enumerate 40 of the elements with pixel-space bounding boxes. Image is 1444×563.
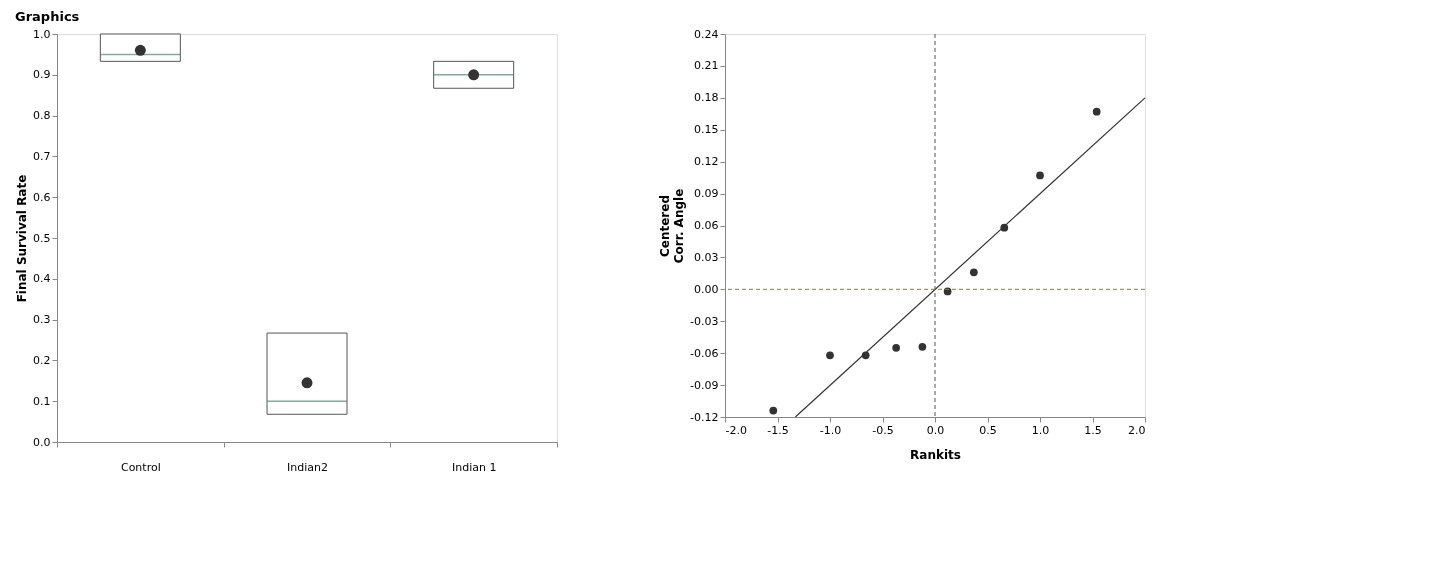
y-tick-label: 0.5 <box>33 231 51 245</box>
y-tick-label: -0.09 <box>690 378 719 392</box>
x-tick-label: Indian2 <box>287 460 328 474</box>
y-tick-label: 0.15 <box>694 123 719 137</box>
x-tick-label: 1.5 <box>1084 423 1102 437</box>
y-tick-label: 0.7 <box>33 149 51 163</box>
x-tick-label: -0.5 <box>872 423 894 437</box>
y-tick-label: 0.06 <box>694 219 719 232</box>
y-tick-label: 0.1 <box>33 394 51 408</box>
x-tick-label: 1.0 <box>1031 423 1050 437</box>
y-tick-label: 0.0 <box>33 435 51 449</box>
y-axis-title: Final Survival Rate <box>15 174 30 303</box>
x-tick-label: 2.0 <box>1128 423 1146 437</box>
y-tick-label: 0.9 <box>33 68 51 82</box>
y-tick-label: 0.03 <box>694 250 719 264</box>
y-tick-label: 1.0 <box>33 27 51 41</box>
x-tick-label: 0.0 <box>926 423 945 437</box>
x-tick-label: -1.0 <box>819 423 842 437</box>
y-tick-label: 0.8 <box>33 109 51 123</box>
y-tick-label: 0.6 <box>33 190 51 204</box>
x-tick-label: Control <box>120 460 161 474</box>
y-tick-label: -0.06 <box>690 346 719 360</box>
y-tick-label: 0.24 <box>694 27 719 41</box>
y-tick-label: 0.18 <box>694 91 719 105</box>
y-tick-label: 0.3 <box>33 313 51 327</box>
y-tick-label: 0.2 <box>33 353 51 367</box>
y-tick-label: 0.21 <box>694 59 719 73</box>
x-tick-label: -1.5 <box>767 423 789 437</box>
x-tick-label: 0.5 <box>979 423 997 437</box>
x-axis-title: Rankits <box>910 447 961 462</box>
y-tick-label: -0.03 <box>690 314 719 328</box>
y-tick-label: 0.09 <box>694 187 719 201</box>
y-tick-label: 0.12 <box>694 155 719 169</box>
y-tick-label: 0.4 <box>33 272 51 286</box>
x-tick-label: Indian 1 <box>451 460 497 474</box>
y-axis-title: Centered Corr. Angle <box>658 188 687 264</box>
x-tick-label: -2.0 <box>725 423 747 437</box>
y-tick-label: -0.12 <box>690 410 719 424</box>
y-tick-label: 0.00 <box>694 282 719 296</box>
chart-title: Graphics <box>15 8 80 24</box>
